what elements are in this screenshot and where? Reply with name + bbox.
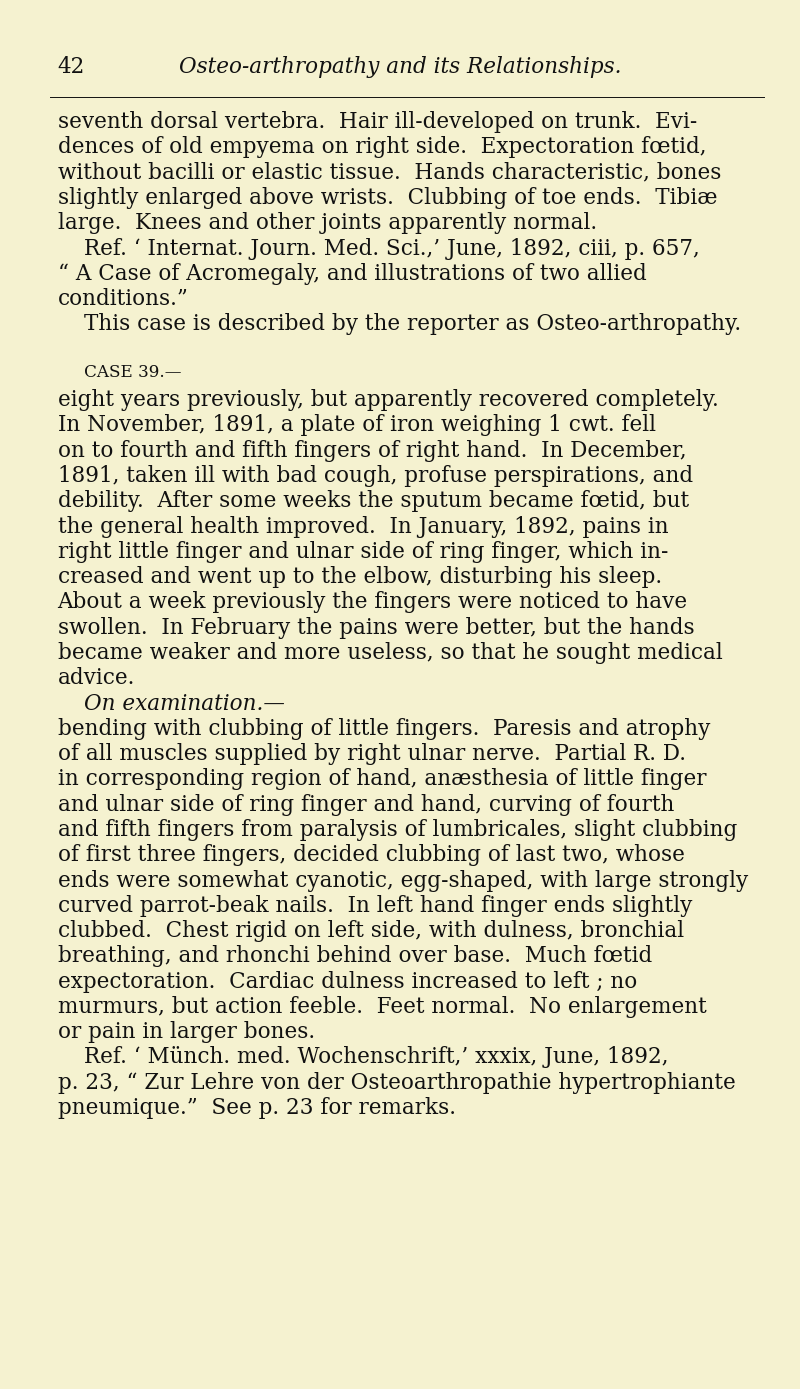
Text: 42: 42: [58, 56, 85, 78]
Text: swollen.  In February the pains were better, but the hands: swollen. In February the pains were bett…: [58, 617, 694, 639]
Text: clubbed.  Chest rigid on left side, with dulness, bronchial: clubbed. Chest rigid on left side, with …: [58, 920, 684, 942]
Text: Ref. ‘ Münch. med. Wochenschrift,’ xxxix, June, 1892,: Ref. ‘ Münch. med. Wochenschrift,’ xxxix…: [84, 1046, 669, 1068]
Text: 1891, taken ill with bad cough, profuse perspirations, and: 1891, taken ill with bad cough, profuse …: [58, 465, 693, 488]
Text: advice.: advice.: [58, 667, 135, 689]
Text: in corresponding region of hand, anæsthesia of little finger: in corresponding region of hand, anæsthe…: [58, 768, 706, 790]
Text: on to fourth and fifth fingers of right hand.  In December,: on to fourth and fifth fingers of right …: [58, 440, 686, 461]
Text: right little finger and ulnar side of ring finger, which in-: right little finger and ulnar side of ri…: [58, 540, 668, 563]
Text: seventh dorsal vertebra.  Hair ill-developed on trunk.  Evi-: seventh dorsal vertebra. Hair ill-develo…: [58, 111, 697, 133]
Text: of first three fingers, decided clubbing of last two, whose: of first three fingers, decided clubbing…: [58, 845, 685, 867]
Text: Osteo-arthropathy and its Relationships.: Osteo-arthropathy and its Relationships.: [178, 56, 622, 78]
Text: About a week previously the fingers were noticed to have: About a week previously the fingers were…: [58, 592, 688, 614]
Text: and ulnar side of ring finger and hand, curving of fourth: and ulnar side of ring finger and hand, …: [58, 793, 674, 815]
Text: breathing, and rhonchi behind over base.  Much fœtid: breathing, and rhonchi behind over base.…: [58, 946, 652, 967]
Text: or pain in larger bones.: or pain in larger bones.: [58, 1021, 314, 1043]
Text: without bacilli or elastic tissue.  Hands characteristic, bones: without bacilli or elastic tissue. Hands…: [58, 161, 721, 183]
Text: curved parrot-beak nails.  In left hand finger ends slightly: curved parrot-beak nails. In left hand f…: [58, 895, 692, 917]
Text: murmurs, but action feeble.  Feet normal.  No enlargement: murmurs, but action feeble. Feet normal.…: [58, 996, 706, 1018]
Text: CASE 39.—: CASE 39.—: [84, 364, 182, 381]
Text: conditions.”: conditions.”: [58, 288, 189, 310]
Text: expectoration.  Cardiac dulness increased to left ; no: expectoration. Cardiac dulness increased…: [58, 971, 637, 993]
Text: In November, 1891, a plate of iron weighing 1 cwt. fell: In November, 1891, a plate of iron weigh…: [58, 414, 656, 436]
Text: bending with clubbing of little fingers.  Paresis and atrophy: bending with clubbing of little fingers.…: [58, 718, 710, 740]
Text: This case is described by the reporter as Osteo-arthropathy.: This case is described by the reporter a…: [84, 314, 741, 335]
Text: dences of old empyema on right side.  Expectoration fœtid,: dences of old empyema on right side. Exp…: [58, 136, 706, 158]
Text: Ref. ‘ Internat. Journ. Med. Sci.,’ June, 1892, ciii, p. 657,: Ref. ‘ Internat. Journ. Med. Sci.,’ June…: [84, 238, 700, 260]
Text: p. 23, “ Zur Lehre von der Osteoarthropathie hypertrophiante: p. 23, “ Zur Lehre von der Osteoarthropa…: [58, 1072, 735, 1093]
Text: creased and went up to the elbow, disturbing his sleep.: creased and went up to the elbow, distur…: [58, 567, 662, 588]
Text: On examination.—: On examination.—: [84, 693, 285, 714]
Text: eight years previously, but apparently recovered completely.: eight years previously, but apparently r…: [58, 389, 718, 411]
Text: became weaker and more useless, so that he sought medical: became weaker and more useless, so that …: [58, 642, 722, 664]
Text: and fifth fingers from paralysis of lumbricales, slight clubbing: and fifth fingers from paralysis of lumb…: [58, 820, 737, 840]
Text: pneumique.”  See p. 23 for remarks.: pneumique.” See p. 23 for remarks.: [58, 1097, 456, 1120]
Text: ends were somewhat cyanotic, egg-shaped, with large strongly: ends were somewhat cyanotic, egg-shaped,…: [58, 870, 748, 892]
Text: of all muscles supplied by right ulnar nerve.  Partial R. D.: of all muscles supplied by right ulnar n…: [58, 743, 686, 765]
Text: debility.  After some weeks the sputum became fœtid, but: debility. After some weeks the sputum be…: [58, 490, 689, 513]
Text: large.  Knees and other joints apparently normal.: large. Knees and other joints apparently…: [58, 213, 597, 235]
Text: slightly enlarged above wrists.  Clubbing of toe ends.  Tibiæ: slightly enlarged above wrists. Clubbing…: [58, 188, 717, 208]
Text: “ A Case of Acromegaly, and illustrations of two allied: “ A Case of Acromegaly, and illustration…: [58, 263, 646, 285]
Text: the general health improved.  In January, 1892, pains in: the general health improved. In January,…: [58, 515, 668, 538]
